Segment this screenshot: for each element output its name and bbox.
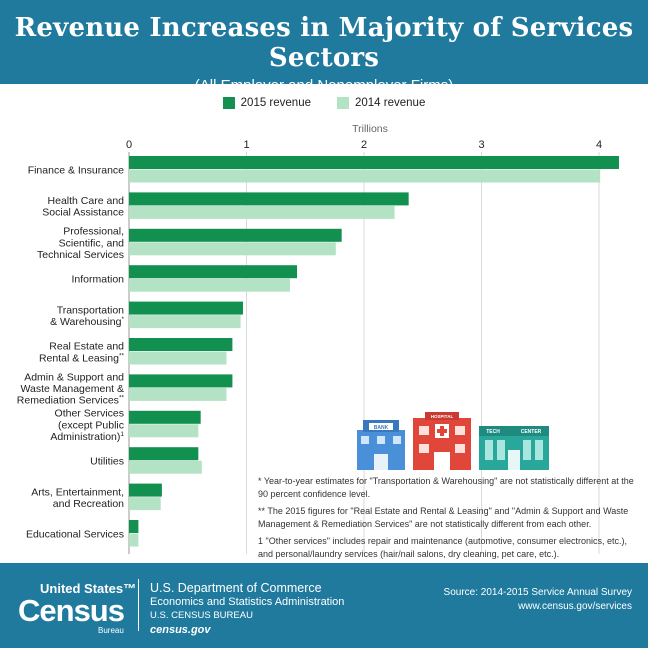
- bar-2015: [129, 520, 139, 533]
- category-label: Educational Services: [26, 529, 124, 541]
- source-info: Source: 2014-2015 Service Annual Survey …: [444, 586, 632, 614]
- chart-legend: 2015 revenue 2014 revenue: [0, 97, 648, 109]
- category-label: Admin & Support and Waste Management & Rem…: [17, 371, 125, 406]
- buildings-illustration: BANK HOSPITAL TECH CENTER: [357, 412, 549, 470]
- bar-2015: [129, 483, 162, 497]
- category-label: Information: [71, 274, 124, 286]
- category-label: Transportation & Warehousing*: [50, 304, 124, 328]
- department-info: U.S. Department of Commerce Economics an…: [150, 581, 344, 637]
- bank-sign: BANK: [374, 425, 389, 431]
- x-tick-label: 1: [243, 139, 249, 151]
- bar-2014: [129, 315, 241, 329]
- bar-2015: [129, 447, 199, 461]
- logo-line-bureau: Bureau: [98, 626, 124, 635]
- x-tick-label: 0: [126, 139, 132, 151]
- census-bureau-logo: United States™ Census Bureau: [18, 581, 136, 635]
- x-tick-label: 4: [596, 139, 602, 151]
- legend-label-2014: 2014 revenue: [355, 97, 426, 109]
- x-tick-label: 3: [478, 139, 484, 151]
- x-axis-title: Trillions: [352, 123, 388, 135]
- header-banner: Revenue Increases in Majority of Service…: [0, 0, 648, 94]
- footer-divider: [138, 579, 139, 631]
- legend-label-2015: 2015 revenue: [240, 97, 311, 109]
- bar-2015: [129, 156, 619, 169]
- source-survey: Source: 2014-2015 Service Annual Survey: [443, 587, 632, 598]
- bar-2014: [129, 351, 227, 365]
- category-label: Other Services (except Public Administrati…: [50, 408, 124, 443]
- bar-2014: [129, 169, 601, 183]
- footer-banner: United States™ Census Bureau U.S. Depart…: [0, 563, 648, 648]
- page-subtitle: (All Employer and Nonemployer Firms): [194, 77, 454, 94]
- source-url[interactable]: www.census.gov/services: [518, 601, 632, 612]
- footnotes: * Year-to-year estimates for "Transporta…: [258, 475, 636, 565]
- bar-2015: [129, 192, 409, 206]
- page-title: Revenue Increases in Majority of Service…: [14, 13, 634, 73]
- bar-2015: [129, 265, 298, 279]
- bar-2015: [129, 338, 233, 351]
- bar-2015: [129, 374, 233, 388]
- logo-line-united-states: United States™: [40, 581, 137, 596]
- legend-item-2015: 2015 revenue: [222, 97, 311, 109]
- bar-chart: 0 1 2 3 4 Finance & Insurance Health Care and S…: [17, 139, 619, 554]
- dept-census-bureau: U.S. CENSUS BUREAU: [150, 610, 253, 621]
- footnote-real-estate-admin: ** The 2015 figures for "Real Estate and…: [258, 506, 629, 529]
- bar-2014: [129, 205, 395, 219]
- bar-2015: [129, 410, 201, 424]
- legend-item-2014: 2014 revenue: [337, 97, 425, 109]
- tech-center-building-icon: [479, 426, 549, 470]
- x-tick-label: 2: [361, 139, 367, 151]
- category-label: Finance & Insurance: [28, 165, 124, 177]
- bar-2014: [129, 242, 336, 256]
- bar-2015: [129, 228, 342, 242]
- footnote-other-services: 1 "Other services" includes repair and m…: [258, 536, 628, 559]
- bar-2014: [129, 424, 199, 438]
- tech-sign: TECH: [486, 429, 500, 435]
- bar-2014: [129, 497, 161, 511]
- category-label: Health Care and Social Assistance: [42, 195, 124, 219]
- category-label: Professional, Scientific, and Technical Se…: [37, 226, 124, 261]
- bar-2014: [129, 387, 227, 401]
- census-gov-link[interactable]: census.gov: [150, 624, 211, 636]
- footnote-transportation: * Year-to-year estimates for "Transporta…: [258, 476, 634, 499]
- bank-building-icon: [357, 420, 405, 470]
- hospital-sign: HOSPITAL: [431, 414, 454, 419]
- dept-esa: Economics and Statistics Administration: [150, 596, 345, 608]
- bar-2015: [129, 301, 243, 315]
- center-sign: CENTER: [521, 429, 542, 435]
- category-label: Real Estate and Rental & Leasing**: [39, 341, 125, 365]
- logo-line-census: Census: [18, 593, 125, 628]
- category-label: Arts, Entertainment, and Recreation: [31, 486, 124, 510]
- legend-swatch-2015: [222, 97, 235, 109]
- bar-2014: [129, 278, 290, 292]
- legend-swatch-2014: [337, 97, 349, 109]
- dept-commerce: U.S. Department of Commerce: [150, 581, 322, 595]
- hospital-building-icon: [413, 412, 471, 470]
- category-label: Utilities: [90, 456, 124, 468]
- bar-2014: [129, 533, 139, 547]
- bar-2014: [129, 460, 202, 474]
